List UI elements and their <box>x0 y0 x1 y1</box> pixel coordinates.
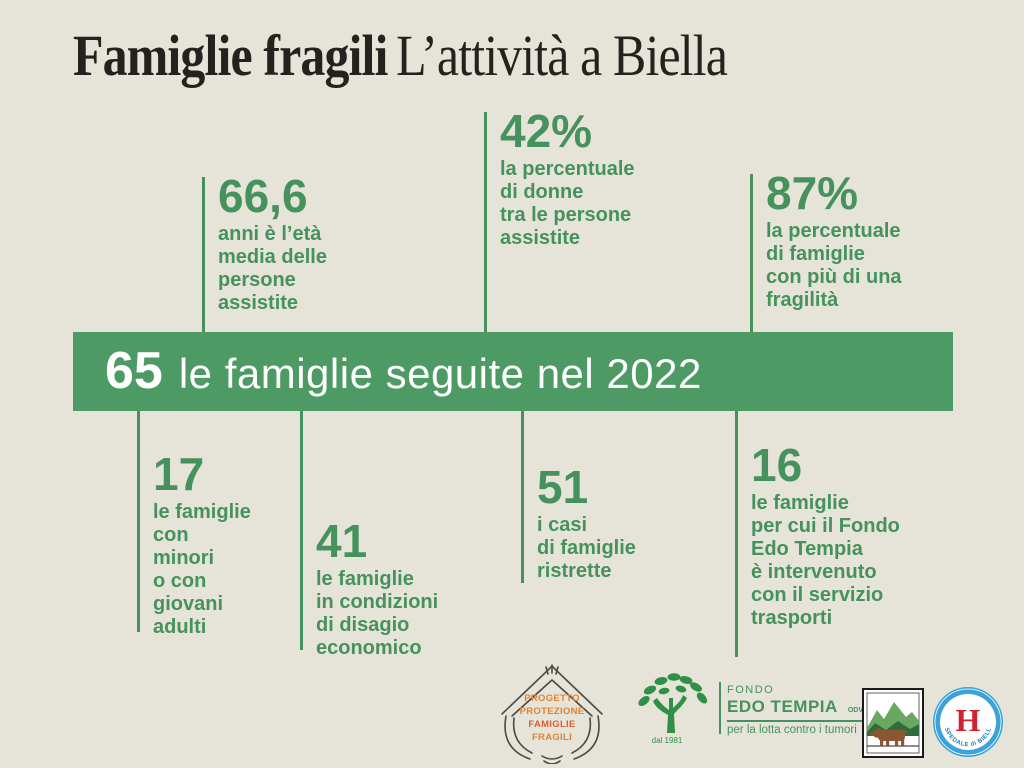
stat-women-percentage: 42% la percentuale di donne tra le perso… <box>484 105 635 332</box>
stat-value: 41 <box>316 515 368 567</box>
ppff-line-2: PROTEZIONE <box>520 706 585 717</box>
fondo-rule <box>727 720 863 722</box>
stat-average-age: 66,6 anni è l’età media delle persone as… <box>202 170 327 332</box>
stat-label: i casi di famiglie ristrette <box>537 514 636 582</box>
stat-multiple-fragility: 87% la percentuale di famiglie con più d… <box>750 167 902 332</box>
stat-families-minors: 17 le famiglie con minori o con giovani … <box>137 411 251 639</box>
stat-value: 16 <box>751 439 803 491</box>
tree-logo-icon: dal 1981 <box>638 673 708 745</box>
fondo-separator-line <box>719 682 721 734</box>
hospital-letter: H <box>956 702 981 738</box>
banner-value: 65 <box>105 342 163 400</box>
headline-banner: 65 le famiglie seguite nel 2022 <box>73 332 953 411</box>
stat-restricted-families: 51 i casi di famiglie ristrette <box>521 411 636 583</box>
connector-line <box>137 411 140 632</box>
connector-line <box>202 177 205 332</box>
bear-mountain-logo-icon <box>862 688 924 758</box>
connector-line <box>750 174 753 332</box>
title-bold: Famiglie fragili <box>73 23 388 88</box>
stat-label: anni è l’età media delle persone assisti… <box>218 223 327 314</box>
stat-value: 87% <box>766 167 859 219</box>
stat-label: le famiglie con minori o con giovani adu… <box>153 501 251 638</box>
fondo-odv-suffix: ODV <box>847 707 863 714</box>
connector-line <box>484 112 487 332</box>
connector-line <box>735 411 738 657</box>
stat-value: 66,6 <box>218 170 308 222</box>
stat-label: le famiglie per cui il Fondo Edo Tempia … <box>751 492 900 629</box>
fondo-tagline: per la lotta contro i tumori <box>727 724 857 736</box>
ppff-hands-house-logo-icon: PROGETTO PROTEZIONE FAMIGLIE FRAGILI <box>501 664 603 764</box>
fondo-edo-tempia-wordmark: FONDO EDO TEMPIA ODV per la lotta contro… <box>727 684 863 736</box>
fondo-word: FONDO <box>727 684 775 696</box>
fondo-name: EDO TEMPIA <box>727 697 838 716</box>
ppff-line-3: FAMIGLIE <box>528 719 575 730</box>
ppff-line-1: PROGETTO <box>524 693 580 704</box>
stat-label: la percentuale di famiglie con più di un… <box>766 220 902 311</box>
stat-value: 17 <box>153 448 205 500</box>
stat-value: 51 <box>537 461 589 513</box>
stat-value: 42% <box>500 105 593 157</box>
ospedale-biella-logo-icon: H OSPEDALE di BIELLA <box>932 686 1003 757</box>
connector-line <box>521 411 524 583</box>
connector-line <box>300 411 303 650</box>
banner-label: le famiglie seguite nel 2022 <box>178 350 702 397</box>
title-regular: L’attività a Biella <box>396 23 728 88</box>
stat-transport-service: 16 le famiglie per cui il Fondo Edo Temp… <box>735 411 900 657</box>
page-title: Famiglie fragili L’attività a Biella <box>73 22 728 89</box>
stat-economic-hardship: 41 le famiglie in condizioni di disagio … <box>300 411 438 660</box>
tree-logo-caption: dal 1981 <box>652 736 683 745</box>
stat-label: le famiglie in condizioni di disagio eco… <box>316 568 439 659</box>
stat-label: la percentuale di donne tra le persone a… <box>500 158 635 249</box>
ppff-line-4: FRAGILI <box>532 732 572 743</box>
